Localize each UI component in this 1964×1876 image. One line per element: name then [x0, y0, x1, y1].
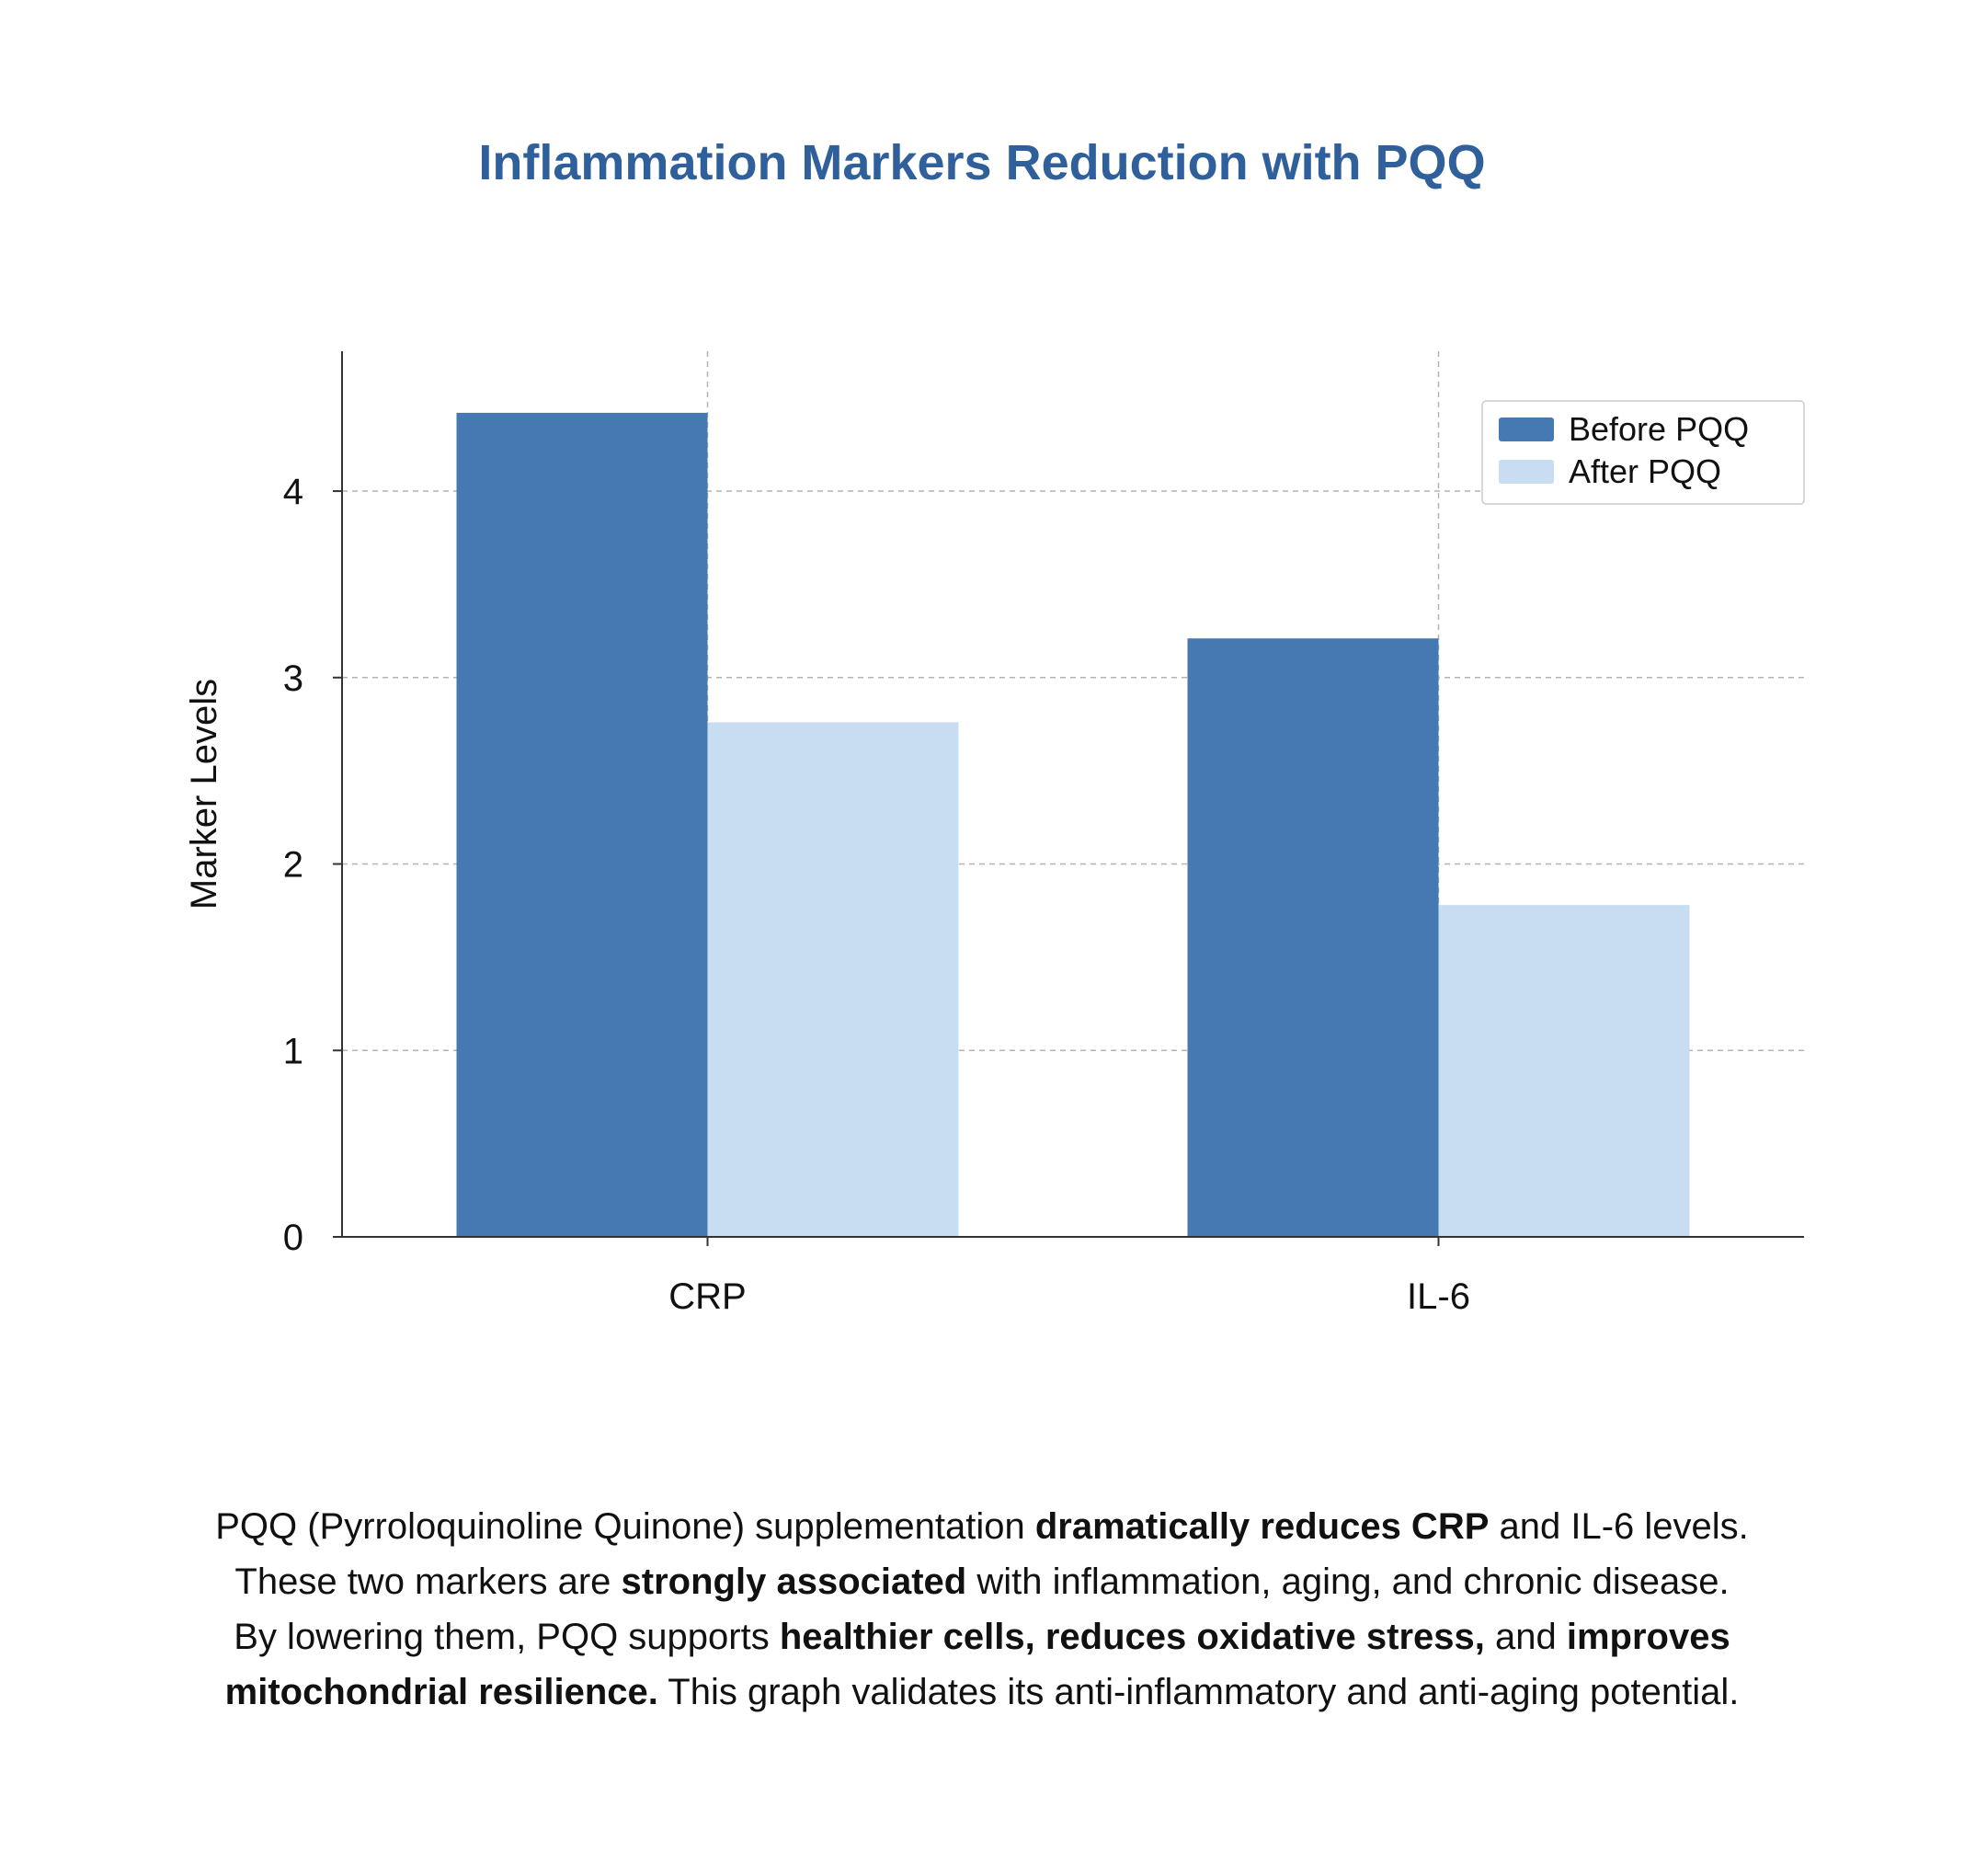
- bar-after-il-6: [1438, 905, 1690, 1237]
- legend-label: Before PQQ: [1569, 410, 1749, 448]
- caption-text: with inflammation, aging, and chronic di…: [966, 1561, 1730, 1602]
- x-tick-label: IL-6: [1407, 1276, 1470, 1317]
- legend: Before PQQ After PQQ: [1481, 400, 1805, 505]
- bar-before-il-6: [1187, 638, 1439, 1237]
- caption-text: This graph validates its anti-inflammato…: [657, 1672, 1740, 1712]
- caption-text: By lowering them, PQQ supports: [234, 1617, 780, 1657]
- caption-emphasis: strongly associated: [621, 1561, 967, 1602]
- legend-swatch: [1499, 460, 1554, 484]
- y-tick-label: 2: [283, 845, 303, 886]
- legend-box: [1481, 400, 1805, 505]
- caption-line-4: mitochondrial resilience. This graph val…: [92, 1664, 1872, 1720]
- caption-text: PQQ (Pyrroloquinoline Quinone) supplemen…: [215, 1506, 1035, 1547]
- caption-text: and: [1484, 1617, 1567, 1657]
- axes-layer: [333, 351, 1804, 1246]
- caption-emphasis: improves: [1566, 1617, 1730, 1657]
- x-tick-label: CRP: [668, 1276, 746, 1317]
- chart-caption: PQQ (Pyrroloquinoline Quinone) supplemen…: [92, 1499, 1872, 1720]
- caption-emphasis: healthier cells, reduces oxidative stres…: [779, 1617, 1485, 1657]
- y-tick-label: 4: [283, 472, 303, 512]
- y-tick-label: 3: [283, 658, 303, 699]
- bar-chart: 0 1 2 3 4 CRP IL-6 Marker Levels Before PQQ Afte…: [184, 351, 1805, 1317]
- y-tick-label: 1: [283, 1031, 303, 1071]
- caption-text: These two markers are: [234, 1561, 622, 1602]
- chart-title: Inflammation Markers Reduction with PQQ: [478, 135, 1486, 190]
- y-axis-label: Marker Levels: [184, 679, 224, 909]
- caption-line-1: PQQ (Pyrroloquinoline Quinone) supplemen…: [92, 1499, 1872, 1554]
- y-tick-label: 0: [283, 1218, 303, 1258]
- caption-text: and IL-6 levels.: [1489, 1506, 1749, 1547]
- caption-emphasis: dramatically reduces CRP: [1034, 1506, 1490, 1547]
- caption-line-2: These two markers are strongly associate…: [92, 1554, 1872, 1609]
- bar-after-crp: [707, 722, 959, 1237]
- caption-line-3: By lowering them, PQQ supports healthier…: [92, 1609, 1872, 1664]
- caption-emphasis: mitochondrial resilience.: [224, 1672, 658, 1712]
- bar-before-crp: [456, 412, 708, 1237]
- legend-swatch: [1499, 418, 1554, 441]
- labels-layer: 0 1 2 3 4 CRP IL-6 Marker Levels: [184, 472, 1470, 1317]
- legend-label: After PQQ: [1569, 452, 1721, 490]
- bars-layer: [456, 412, 1690, 1237]
